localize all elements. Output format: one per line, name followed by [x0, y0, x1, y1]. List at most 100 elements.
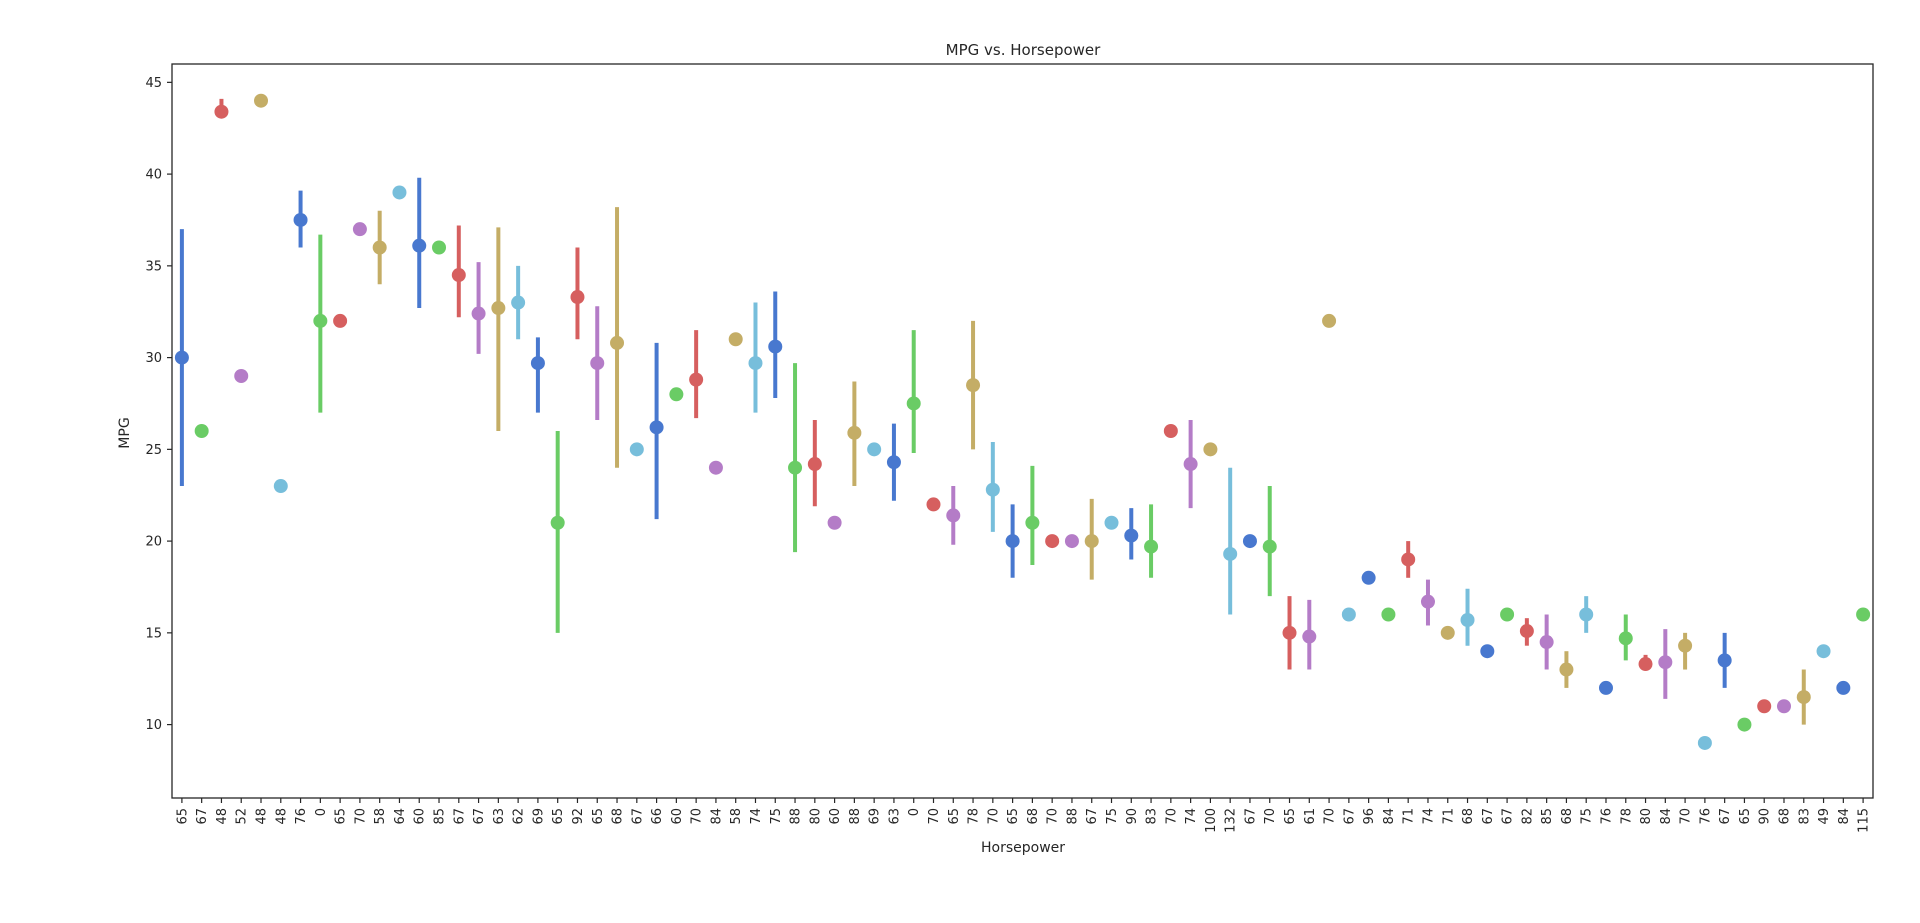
data-point	[1658, 655, 1673, 670]
x-axis-label: Horsepower	[981, 840, 1065, 856]
data-point	[471, 306, 486, 321]
data-point	[214, 104, 229, 119]
x-tick-label: 68	[1461, 808, 1476, 825]
x-tick-label: 76	[294, 808, 309, 825]
data-point	[788, 460, 803, 475]
data-point	[669, 387, 684, 402]
x-tick-label: 65	[334, 808, 349, 825]
data-point	[174, 350, 189, 365]
x-tick-label: 90	[1125, 808, 1140, 825]
data-point	[1163, 424, 1178, 438]
data-point	[1598, 680, 1613, 695]
y-axis-label: MPG	[117, 417, 133, 448]
data-point	[352, 222, 367, 237]
data-point	[1005, 534, 1020, 549]
x-tick-label: 70	[353, 808, 368, 825]
data-point	[511, 295, 526, 310]
data-point	[1678, 638, 1693, 653]
x-tick-label: 71	[1402, 808, 1417, 825]
x-tick-label: 74	[1184, 808, 1199, 825]
data-point	[886, 455, 901, 470]
x-tick-label: 65	[1006, 808, 1021, 825]
x-tick-label: 65	[1738, 808, 1753, 825]
data-point	[1322, 313, 1337, 328]
x-tick-label: 67	[1718, 808, 1733, 825]
data-point	[629, 442, 644, 457]
data-point	[1401, 552, 1416, 567]
data-point	[728, 332, 743, 347]
data-point	[1697, 735, 1712, 750]
y-tick-label: 10	[145, 718, 162, 733]
x-tick-label: 115	[1857, 808, 1872, 833]
x-tick-label: 75	[1105, 808, 1120, 825]
x-tick-label: 75	[769, 808, 784, 825]
data-point	[1460, 613, 1475, 628]
data-point	[590, 356, 605, 371]
x-tick-label: 67	[472, 808, 487, 825]
data-point	[867, 442, 882, 457]
x-tick-label: 85	[1540, 808, 1555, 825]
data-point	[1776, 699, 1791, 714]
x-tick-label: 78	[1619, 808, 1634, 825]
data-point	[689, 372, 704, 387]
y-tick-label: 20	[145, 535, 162, 550]
data-point	[847, 425, 862, 440]
data-point	[1519, 624, 1534, 639]
data-point	[1144, 539, 1159, 554]
x-tick-label: 0	[907, 808, 922, 816]
x-tick-label: 49	[1817, 808, 1832, 825]
data-point	[570, 290, 585, 305]
x-tick-label: 58	[373, 808, 388, 825]
x-tick-label: 84	[1382, 808, 1397, 825]
data-point	[610, 335, 625, 350]
data-point	[1242, 534, 1257, 549]
x-tick-label: 70	[1679, 808, 1694, 825]
data-point	[1836, 680, 1851, 695]
x-tick-label: 65	[947, 808, 962, 825]
x-tick-label: 76	[1698, 808, 1713, 825]
y-tick-label: 40	[145, 168, 162, 183]
x-tick-label: 85	[433, 808, 448, 825]
data-point	[748, 356, 763, 371]
x-tick-label: 80	[808, 808, 823, 825]
x-tick-label: 67	[630, 808, 645, 825]
x-tick-label: 66	[650, 808, 665, 825]
plot-marks	[174, 93, 1871, 750]
data-point	[1816, 644, 1831, 659]
x-tick-label: 80	[1639, 808, 1654, 825]
data-point	[1737, 717, 1752, 732]
data-point	[1539, 635, 1554, 650]
x-tick-label: 84	[1659, 808, 1674, 825]
x-tick-label: 67	[1501, 808, 1516, 825]
data-point	[966, 378, 981, 393]
data-point	[530, 356, 545, 371]
data-point	[1381, 607, 1396, 622]
x-tick-label: 68	[611, 808, 626, 825]
y-tick-label: 25	[145, 443, 162, 458]
data-point	[1559, 662, 1574, 677]
data-point	[491, 301, 506, 316]
x-tick-label: 68	[1560, 808, 1575, 825]
data-point	[1796, 690, 1811, 705]
x-tick-label: 84	[709, 808, 724, 825]
x-tick-label: 62	[512, 808, 527, 825]
x-tick-label: 74	[1421, 808, 1436, 825]
x-tick-label: 83	[1797, 808, 1812, 825]
x-tick-label: 70	[1263, 808, 1278, 825]
x-tick-label: 61	[1303, 808, 1318, 825]
data-point	[807, 457, 822, 472]
data-point	[1579, 607, 1594, 622]
data-point	[392, 185, 407, 200]
x-tick-label: 84	[1837, 808, 1852, 825]
x-tick-label: 67	[1243, 808, 1258, 825]
data-point	[432, 240, 447, 255]
x-tick-label: 69	[531, 808, 546, 825]
x-tick-label: 68	[1777, 808, 1792, 825]
data-point	[1618, 631, 1633, 646]
data-point	[254, 93, 269, 108]
data-point	[1638, 657, 1653, 672]
data-point	[1302, 629, 1317, 644]
x-tick-label: 60	[670, 808, 685, 825]
data-point	[1856, 607, 1871, 622]
